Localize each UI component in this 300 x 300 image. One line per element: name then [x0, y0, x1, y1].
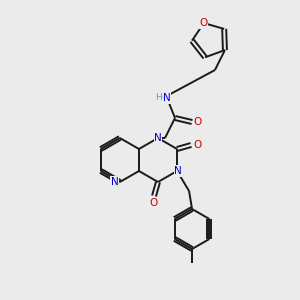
Text: N: N	[111, 177, 119, 187]
Text: N: N	[154, 133, 162, 143]
Text: O: O	[193, 140, 201, 150]
Text: H: H	[154, 92, 161, 101]
Text: N: N	[174, 166, 182, 176]
Text: O: O	[200, 18, 208, 28]
Text: O: O	[150, 198, 158, 208]
Text: N: N	[163, 93, 171, 103]
Text: O: O	[194, 117, 202, 127]
